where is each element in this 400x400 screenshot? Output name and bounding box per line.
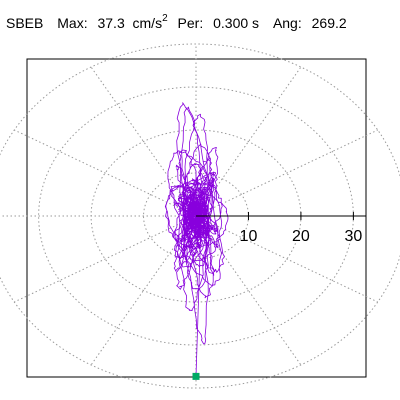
max-marker: [192, 372, 200, 380]
max-value: 37.3: [97, 14, 125, 31]
tick-label-10: 10: [240, 228, 258, 245]
motion-trace: [164, 102, 229, 377]
max-unit-exponent: 2: [162, 13, 168, 24]
per-label: Per:: [177, 14, 204, 31]
grid-spoke-150: [14, 129, 197, 217]
grid-ring-40: [0, 43, 400, 389]
radial-ticks: 10 20 30: [240, 212, 362, 245]
max-unit-text: cm/s: [132, 14, 163, 31]
per-value: 0.300 s: [213, 14, 260, 31]
max-label: Max:: [57, 14, 88, 31]
tick-label-30: 30: [344, 228, 362, 245]
max-unit: cm/s2: [129, 13, 168, 31]
tick-label-20: 20: [292, 228, 310, 245]
ang-value: 269.2: [311, 14, 347, 31]
motion-trace-group: [164, 102, 229, 377]
grid-spoke-30: [195, 129, 378, 217]
grid-spoke-330: [195, 215, 378, 303]
grid-spoke-210: [14, 215, 197, 303]
plot-header: SBEB Max: 37.3 cm/s2 Per: 0.300 s Ang: 2…: [6, 13, 347, 31]
station-code: SBEB: [6, 14, 44, 31]
ang-label: Ang:: [272, 14, 302, 31]
